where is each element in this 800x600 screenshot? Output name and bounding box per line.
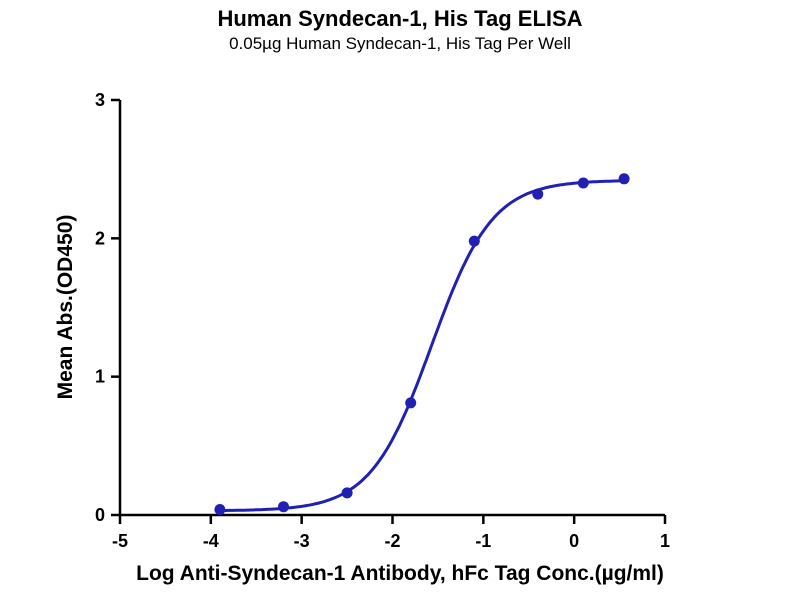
y-tick-label: 2 — [95, 228, 105, 248]
data-point — [341, 487, 353, 499]
x-tick-label: -3 — [294, 531, 310, 551]
data-point — [468, 235, 480, 247]
x-tick-label: 1 — [660, 531, 670, 551]
x-axis-label: Log Anti-Syndecan-1 Antibody, hFc Tag Co… — [136, 562, 664, 585]
y-tick-label: 1 — [95, 367, 105, 387]
x-tick-label: -4 — [203, 531, 219, 551]
x-tick-label: -5 — [112, 531, 128, 551]
y-tick-label: 0 — [95, 505, 105, 525]
y-axis-label: Mean Abs.(OD450) — [54, 214, 77, 400]
x-tick-label: -2 — [384, 531, 400, 551]
data-point — [618, 173, 630, 185]
data-point — [278, 501, 289, 513]
chart-subtitle: 0.05µg Human Syndecan-1, His Tag Per Wel… — [229, 34, 571, 53]
data-point — [532, 188, 544, 200]
data-point — [405, 397, 417, 409]
x-tick-label: -1 — [475, 531, 491, 551]
y-tick-label: 3 — [95, 90, 105, 110]
data-point — [577, 177, 589, 189]
fit-curve — [218, 179, 626, 512]
x-tick-label: 0 — [569, 531, 579, 551]
data-point — [214, 504, 226, 515]
chart-title: Human Syndecan-1, His Tag ELISA — [217, 6, 583, 31]
